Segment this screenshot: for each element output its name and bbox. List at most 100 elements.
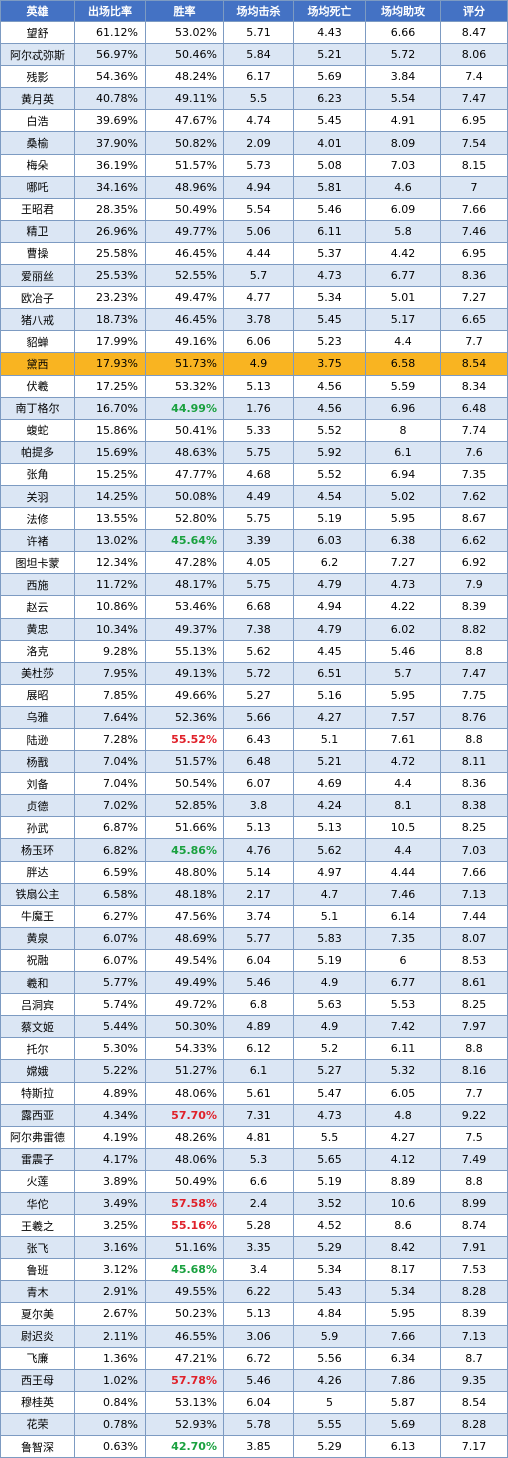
avg-assists-cell: 6.11 bbox=[365, 1037, 441, 1061]
avg-assists-cell: 6.34 bbox=[365, 1346, 441, 1370]
score-cell: 8.82 bbox=[440, 617, 508, 641]
avg-deaths-cell: 5.47 bbox=[293, 1081, 366, 1105]
avg-deaths-cell: 5.5 bbox=[293, 1125, 366, 1149]
table-header-row: 英雄 出场比率 胜率 场均击杀 场均死亡 场均助攻 评分 bbox=[0, 0, 508, 22]
avg-kills-cell: 6.8 bbox=[223, 993, 294, 1017]
avg-kills-cell: 4.94 bbox=[223, 175, 294, 199]
avg-assists-cell: 7.35 bbox=[365, 926, 441, 950]
avg-kills-cell: 4.05 bbox=[223, 551, 294, 575]
avg-kills-cell: 5.77 bbox=[223, 926, 294, 950]
table-row: 爱丽丝 25.53% 52.55% 5.7 4.73 6.77 8.36 bbox=[0, 264, 508, 288]
table-row: 鲁班 3.12% 45.68% 3.4 5.34 8.17 7.53 bbox=[0, 1258, 508, 1282]
table-row: 乌雅 7.64% 52.36% 5.66 4.27 7.57 8.76 bbox=[0, 705, 508, 730]
avg-assists-cell: 5.8 bbox=[365, 219, 441, 243]
avg-kills-cell: 5.14 bbox=[223, 860, 294, 884]
win-rate-cell: 48.06% bbox=[145, 1147, 224, 1171]
pick-rate-cell: 5.30% bbox=[74, 1037, 146, 1061]
avg-assists-cell: 10.6 bbox=[365, 1191, 441, 1216]
win-rate-cell: 52.85% bbox=[145, 794, 224, 818]
avg-kills-cell: 4.81 bbox=[223, 1125, 294, 1149]
hero-name-cell: 美杜莎 bbox=[0, 661, 75, 685]
win-rate-cell: 49.13% bbox=[145, 661, 224, 685]
avg-kills-cell: 6.6 bbox=[223, 1169, 294, 1193]
avg-deaths-cell: 3.75 bbox=[293, 352, 366, 376]
hero-name-cell: 羲和 bbox=[0, 971, 75, 995]
table-row: 望舒 61.12% 53.02% 5.71 4.43 6.66 8.47 bbox=[0, 20, 508, 45]
pick-rate-cell: 3.89% bbox=[74, 1169, 146, 1193]
avg-deaths-cell: 6.11 bbox=[293, 219, 366, 243]
avg-assists-cell: 4.91 bbox=[365, 109, 441, 133]
table-row: 尉迟炎 2.11% 46.55% 3.06 5.9 7.66 7.13 bbox=[0, 1324, 508, 1348]
avg-assists-cell: 5.59 bbox=[365, 374, 441, 398]
table-row: 露西亚 4.34% 57.70% 7.31 4.73 4.8 9.22 bbox=[0, 1103, 508, 1127]
avg-deaths-cell: 5.27 bbox=[293, 1059, 366, 1083]
avg-assists-cell: 6.96 bbox=[365, 396, 441, 420]
avg-kills-cell: 5.27 bbox=[223, 683, 294, 707]
pick-rate-cell: 54.36% bbox=[74, 65, 146, 89]
avg-assists-cell: 4.72 bbox=[365, 750, 441, 774]
score-cell: 7.75 bbox=[440, 683, 508, 707]
table-row: 鲁智深 0.63% 42.70% 3.85 5.29 6.13 7.17 bbox=[0, 1434, 508, 1458]
hero-name-cell: 貂蝉 bbox=[0, 330, 75, 354]
avg-kills-cell: 3.78 bbox=[223, 308, 294, 332]
avg-deaths-cell: 4.26 bbox=[293, 1368, 366, 1392]
table-row: 华佗 3.49% 57.58% 2.4 3.52 10.6 8.99 bbox=[0, 1191, 508, 1216]
win-rate-cell: 49.47% bbox=[145, 286, 224, 310]
table-row: 黄忠 10.34% 49.37% 7.38 4.79 6.02 8.82 bbox=[0, 617, 508, 641]
avg-kills-cell: 6.17 bbox=[223, 65, 294, 89]
win-rate-cell: 51.16% bbox=[145, 1236, 224, 1260]
hero-name-cell: 图坦卡蒙 bbox=[0, 551, 75, 575]
avg-deaths-cell: 4.73 bbox=[293, 264, 366, 288]
pick-rate-cell: 7.02% bbox=[74, 794, 146, 818]
table-row: 牛魔王 6.27% 47.56% 3.74 5.1 6.14 7.44 bbox=[0, 904, 508, 928]
table-row: 梅朵 36.19% 51.57% 5.73 5.08 7.03 8.15 bbox=[0, 153, 508, 177]
avg-deaths-cell: 4.94 bbox=[293, 595, 366, 619]
avg-kills-cell: 5.28 bbox=[223, 1214, 294, 1238]
win-rate-cell: 49.66% bbox=[145, 683, 224, 707]
avg-assists-cell: 4.8 bbox=[365, 1103, 441, 1127]
table-row: 铁扇公主 6.58% 48.18% 2.17 4.7 7.46 7.13 bbox=[0, 882, 508, 906]
avg-deaths-cell: 5.13 bbox=[293, 816, 366, 840]
hero-name-cell: 洛克 bbox=[0, 639, 75, 663]
hero-name-cell: 贞德 bbox=[0, 794, 75, 818]
hero-name-cell: 王昭君 bbox=[0, 197, 75, 221]
table-row: 哪吒 34.16% 48.96% 4.94 5.81 4.6 7 bbox=[0, 175, 508, 199]
avg-assists-cell: 6.38 bbox=[365, 529, 441, 553]
avg-deaths-cell: 5.1 bbox=[293, 727, 366, 752]
win-rate-cell: 52.93% bbox=[145, 1412, 224, 1437]
hero-name-cell: 张飞 bbox=[0, 1236, 75, 1260]
win-rate-cell: 57.58% bbox=[145, 1191, 224, 1216]
win-rate-cell: 48.26% bbox=[145, 1125, 224, 1149]
avg-deaths-cell: 5.19 bbox=[293, 1169, 366, 1193]
hero-name-cell: 白浩 bbox=[0, 109, 75, 133]
win-rate-cell: 52.55% bbox=[145, 264, 224, 288]
avg-deaths-cell: 5.81 bbox=[293, 175, 366, 199]
avg-assists-cell: 6.94 bbox=[365, 462, 441, 486]
avg-deaths-cell: 5.29 bbox=[293, 1434, 366, 1458]
avg-kills-cell: 1.76 bbox=[223, 396, 294, 420]
column-header-pick-rate: 出场比率 bbox=[74, 0, 146, 22]
hero-name-cell: 青木 bbox=[0, 1280, 75, 1304]
avg-assists-cell: 4.4 bbox=[365, 838, 441, 862]
avg-deaths-cell: 5.2 bbox=[293, 1037, 366, 1061]
avg-kills-cell: 4.49 bbox=[223, 484, 294, 509]
score-cell: 8.25 bbox=[440, 816, 508, 840]
avg-assists-cell: 3.84 bbox=[365, 65, 441, 89]
avg-assists-cell: 4.44 bbox=[365, 860, 441, 884]
win-rate-cell: 46.45% bbox=[145, 241, 224, 266]
pick-rate-cell: 36.19% bbox=[74, 153, 146, 177]
pick-rate-cell: 17.25% bbox=[74, 374, 146, 398]
table-row: 张飞 3.16% 51.16% 3.35 5.29 8.42 7.91 bbox=[0, 1236, 508, 1260]
avg-assists-cell: 10.5 bbox=[365, 816, 441, 840]
score-cell: 8.8 bbox=[440, 727, 508, 752]
win-rate-cell: 48.63% bbox=[145, 440, 224, 464]
avg-deaths-cell: 6.03 bbox=[293, 529, 366, 553]
score-cell: 7.53 bbox=[440, 1258, 508, 1282]
avg-assists-cell: 4.4 bbox=[365, 772, 441, 796]
score-cell: 8.8 bbox=[440, 639, 508, 663]
win-rate-cell: 54.33% bbox=[145, 1037, 224, 1061]
avg-assists-cell: 8 bbox=[365, 418, 441, 442]
score-cell: 7.35 bbox=[440, 462, 508, 486]
win-rate-cell: 53.13% bbox=[145, 1390, 224, 1414]
pick-rate-cell: 6.87% bbox=[74, 816, 146, 840]
